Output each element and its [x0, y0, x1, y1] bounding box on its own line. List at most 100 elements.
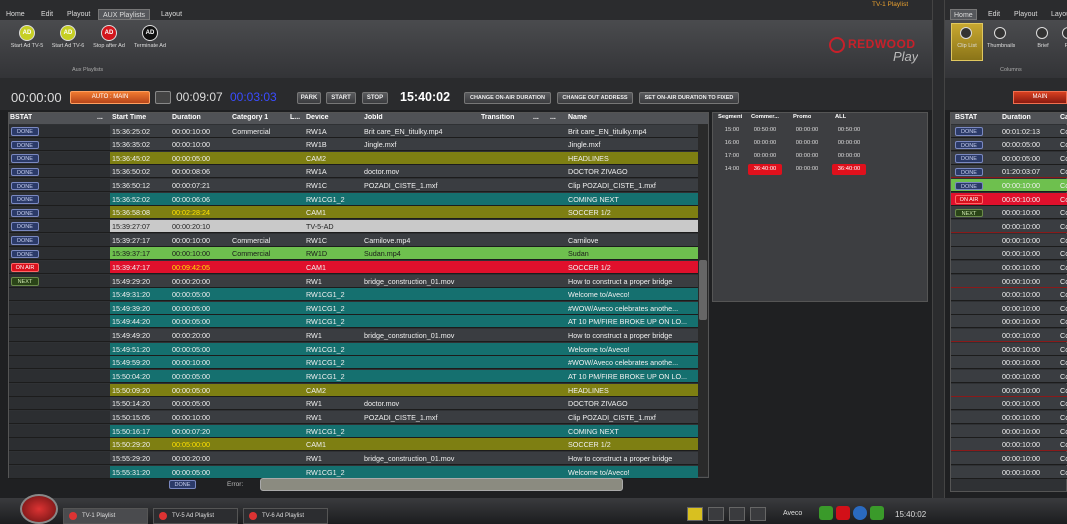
playlist-row[interactable] — [110, 165, 698, 179]
menu-tab[interactable]: Layout — [161, 11, 183, 18]
menu-tab[interactable]: AUX Playlists — [98, 9, 151, 20]
aux-row[interactable] — [951, 288, 1067, 302]
view-label[interactable]: Clip List — [957, 43, 977, 49]
aux-row[interactable] — [951, 315, 1067, 329]
action-button[interactable]: SET ON-AIR DURATION TO FIXED — [639, 92, 739, 104]
cell-duration: 01:20:03:07 — [1002, 167, 1040, 177]
view-icon[interactable] — [1062, 27, 1067, 39]
splitter[interactable] — [932, 0, 945, 500]
aux-row[interactable] — [951, 424, 1067, 438]
playlist-row[interactable] — [110, 233, 698, 247]
view-icon[interactable] — [1036, 27, 1048, 39]
aux-row[interactable] — [951, 247, 1067, 261]
tray-icon[interactable] — [870, 506, 884, 520]
playlist-row[interactable] — [110, 383, 698, 397]
tray-icon[interactable] — [836, 506, 850, 520]
view-label[interactable]: Full — [1064, 43, 1067, 49]
view-label[interactable]: Brief — [1037, 43, 1049, 49]
ribbon-button-label[interactable]: Start Ad TV-6 — [51, 43, 85, 49]
view-label[interactable]: Thumbnails — [987, 43, 1015, 49]
playlist-row[interactable] — [110, 397, 698, 411]
taskbar-tab[interactable]: TV-5 Ad Playlist — [153, 508, 238, 524]
playlist-row[interactable] — [110, 260, 698, 274]
ribbon-button-label[interactable]: Stop after Ad — [93, 43, 125, 49]
playlist-row[interactable] — [110, 438, 698, 452]
scroll-thumb[interactable] — [699, 260, 707, 320]
playlist-row[interactable] — [110, 451, 698, 465]
playlist-row[interactable] — [110, 424, 698, 438]
menu-tab[interactable]: Layou — [1051, 11, 1067, 18]
error-box[interactable] — [260, 478, 623, 491]
playlist-row[interactable] — [110, 288, 698, 302]
status-badge: DONE — [11, 222, 39, 231]
aux-row[interactable] — [951, 370, 1067, 384]
playlist-row[interactable] — [110, 151, 698, 165]
ribbon-icon[interactable]: AD — [19, 25, 35, 41]
menu-tab[interactable]: Playout — [67, 11, 91, 18]
cell-category: Co — [1060, 467, 1067, 477]
view-icon[interactable] — [994, 27, 1006, 39]
playlist-row[interactable] — [110, 329, 698, 343]
tray-button[interactable] — [729, 507, 745, 521]
play-button[interactable] — [155, 91, 171, 104]
menu-tab[interactable]: Edit — [988, 11, 1001, 18]
menu-tab[interactable]: Home — [6, 11, 25, 18]
control-button[interactable]: PARK — [297, 92, 321, 104]
playlist-row[interactable] — [110, 138, 698, 152]
aux-row[interactable] — [951, 301, 1067, 315]
playlist-row[interactable] — [110, 274, 698, 288]
cell-category: Co — [1060, 221, 1067, 231]
cell-duration: 00:00:05:00 — [172, 399, 210, 409]
tray-button[interactable] — [750, 507, 766, 521]
column-header: Device — [306, 114, 329, 121]
aux-row[interactable] — [951, 219, 1067, 233]
ribbon-icon[interactable]: AD — [142, 25, 158, 41]
aux-row[interactable] — [951, 329, 1067, 343]
aux-row[interactable] — [951, 438, 1067, 452]
tray-icon[interactable] — [819, 506, 833, 520]
playlist-row[interactable] — [110, 370, 698, 384]
playlist-row[interactable] — [110, 301, 698, 315]
aux-row[interactable] — [951, 410, 1067, 424]
control-button[interactable]: START — [326, 92, 356, 104]
playlist-row[interactable] — [110, 342, 698, 356]
ribbon-button-label[interactable]: Start Ad TV-5 — [10, 43, 44, 49]
playlist-row[interactable] — [110, 124, 698, 138]
playlist-row[interactable] — [110, 356, 698, 370]
ribbon-button-label[interactable]: Terminate Ad — [133, 43, 167, 49]
ribbon-icon[interactable]: AD — [60, 25, 76, 41]
action-button[interactable]: CHANGE OUT ADDRESS — [557, 92, 633, 104]
view-icon[interactable] — [960, 27, 972, 39]
menu-tab[interactable]: Home — [950, 9, 977, 20]
playlist-row[interactable] — [110, 219, 698, 233]
aux-row[interactable] — [951, 465, 1067, 479]
aux-row[interactable] — [951, 397, 1067, 411]
cell-name: Welcome to/Aveco! — [568, 290, 630, 300]
menu-tab[interactable]: Playout — [1014, 11, 1038, 18]
aux-row[interactable] — [951, 274, 1067, 288]
playlist-row[interactable] — [110, 410, 698, 424]
aux-row[interactable] — [951, 383, 1067, 397]
aux-row[interactable] — [951, 233, 1067, 247]
cell-name: Clip POZADI_CISTE_1.mxf — [568, 412, 656, 422]
aux-row[interactable] — [951, 260, 1067, 274]
app-logo[interactable] — [20, 494, 58, 524]
tray-button[interactable] — [687, 507, 703, 521]
playlist-row[interactable] — [110, 192, 698, 206]
ribbon-icon[interactable]: AD — [101, 25, 117, 41]
aux-row[interactable] — [951, 342, 1067, 356]
tray-icon[interactable] — [853, 506, 867, 520]
playlist-row[interactable] — [110, 206, 698, 220]
action-button[interactable]: CHANGE ON-AIR DURATION — [464, 92, 551, 104]
mode-button[interactable]: MAIN — [1013, 91, 1067, 104]
cell-duration: 00:00:20:10 — [172, 221, 210, 231]
playlist-row[interactable] — [110, 315, 698, 329]
mode-button[interactable]: AUTO : MAIN — [70, 91, 150, 104]
playlist-row[interactable] — [110, 247, 698, 261]
playlist-row[interactable] — [110, 179, 698, 193]
aux-row[interactable] — [951, 451, 1067, 465]
tray-button[interactable] — [708, 507, 724, 521]
menu-tab[interactable]: Edit — [41, 11, 54, 18]
control-button[interactable]: STOP — [362, 92, 388, 104]
aux-row[interactable] — [951, 356, 1067, 370]
